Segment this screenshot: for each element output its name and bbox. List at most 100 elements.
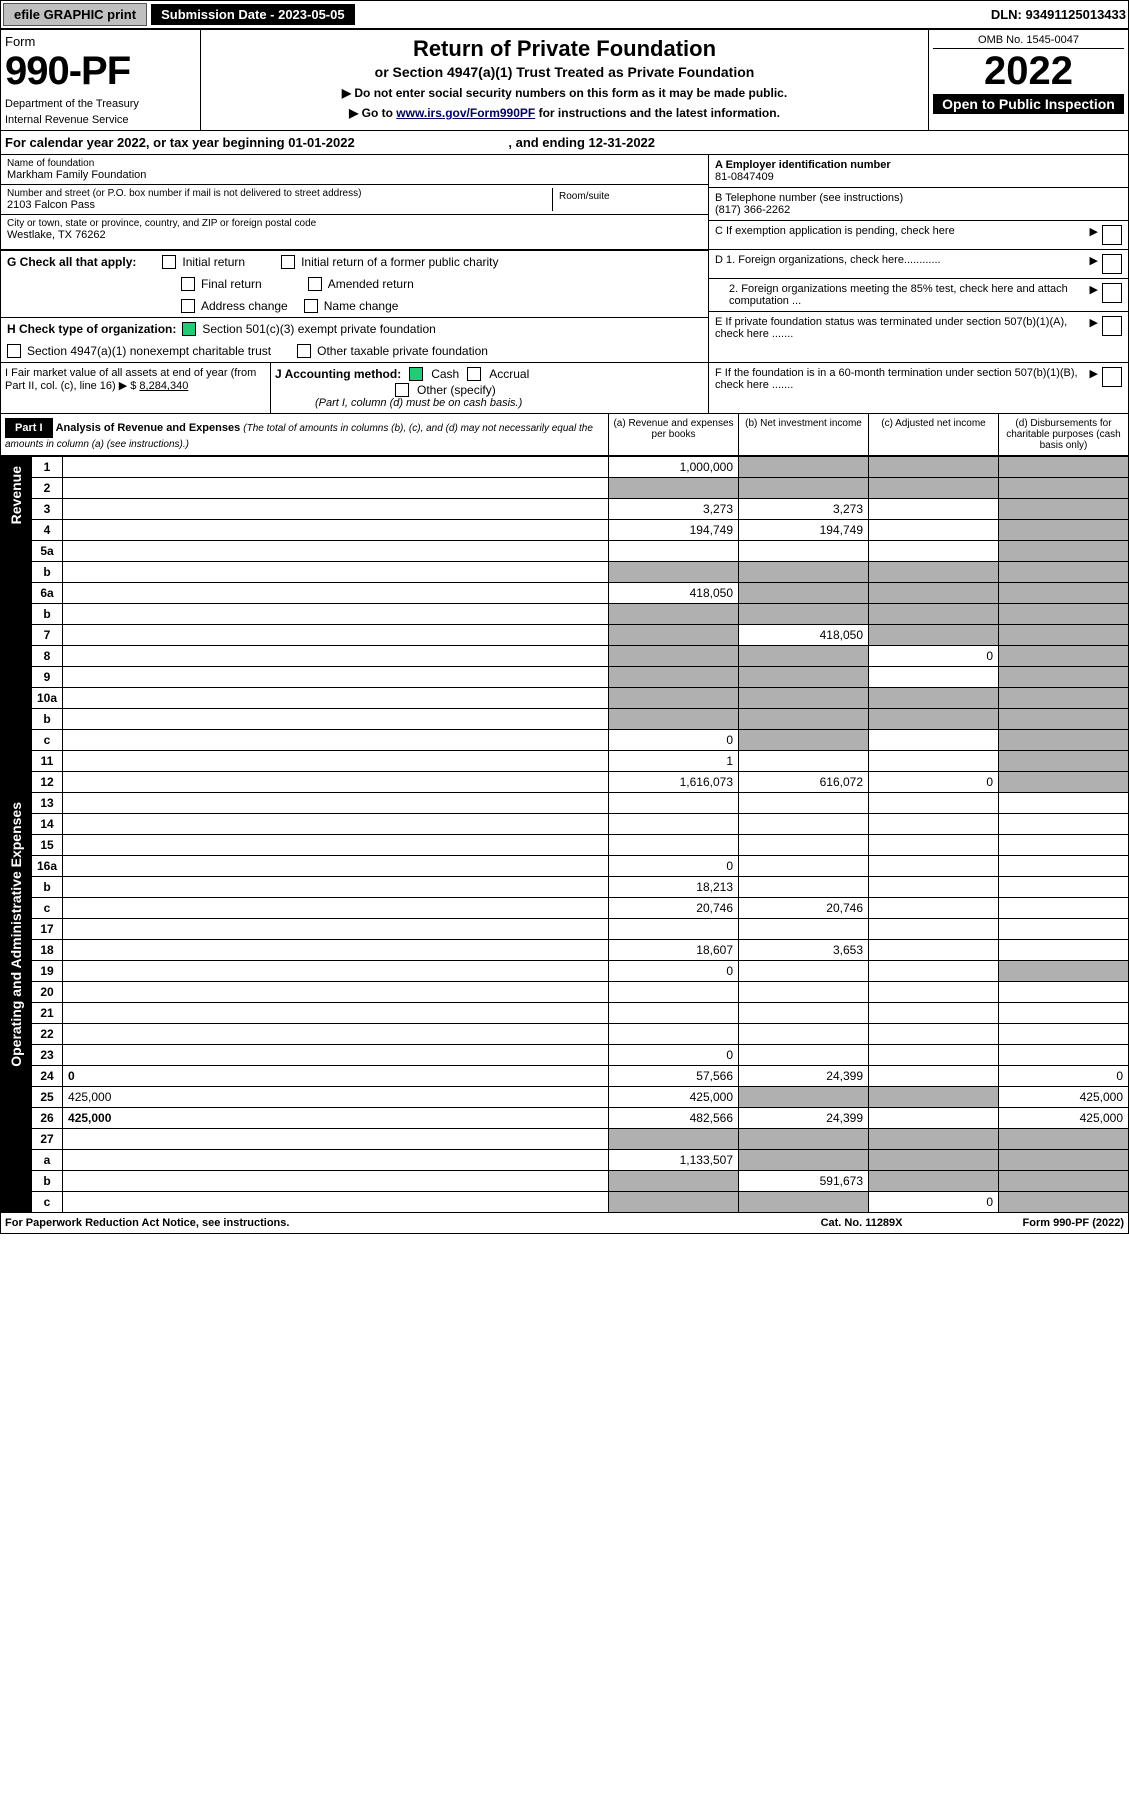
cash-checkbox[interactable] bbox=[409, 367, 423, 381]
d2-checkbox[interactable] bbox=[1102, 283, 1122, 303]
d1-checkbox[interactable] bbox=[1102, 254, 1122, 274]
cell-d bbox=[999, 583, 1129, 604]
namechg-checkbox[interactable] bbox=[304, 299, 318, 313]
cell-a: 1,616,073 bbox=[609, 772, 739, 793]
cell-a bbox=[609, 667, 739, 688]
e-checkbox[interactable] bbox=[1102, 316, 1122, 336]
cell-d bbox=[999, 1003, 1129, 1024]
cell-a: 194,749 bbox=[609, 520, 739, 541]
accrual-checkbox[interactable] bbox=[467, 367, 481, 381]
cell-c bbox=[869, 751, 999, 772]
table-row: a1,133,507 bbox=[1, 1150, 1129, 1171]
cell-a: 18,607 bbox=[609, 940, 739, 961]
row-desc bbox=[63, 1150, 609, 1171]
row-num: 15 bbox=[32, 835, 63, 856]
i-j-grid: I Fair market value of all assets at end… bbox=[0, 363, 1129, 414]
4947-checkbox[interactable] bbox=[7, 344, 21, 358]
row-num: 23 bbox=[32, 1045, 63, 1066]
cell-c bbox=[869, 583, 999, 604]
row-num: 3 bbox=[32, 499, 63, 520]
cell-a: 0 bbox=[609, 1045, 739, 1066]
cell-c bbox=[869, 856, 999, 877]
cell-b: 20,746 bbox=[739, 898, 869, 919]
row-desc bbox=[63, 688, 609, 709]
cell-c bbox=[869, 604, 999, 625]
cell-c: 0 bbox=[869, 1192, 999, 1213]
cell-b bbox=[739, 1192, 869, 1213]
irs-link[interactable]: www.irs.gov/Form990PF bbox=[396, 106, 535, 120]
cell-d bbox=[999, 667, 1129, 688]
col-b-header: (b) Net investment income bbox=[738, 414, 868, 455]
othertax-checkbox[interactable] bbox=[297, 344, 311, 358]
row-desc: 0 bbox=[63, 1066, 609, 1087]
cell-a: 425,000 bbox=[609, 1087, 739, 1108]
row-desc bbox=[63, 772, 609, 793]
cell-b bbox=[739, 1129, 869, 1150]
row-num: b bbox=[32, 709, 63, 730]
row-desc bbox=[63, 814, 609, 835]
cell-b bbox=[739, 541, 869, 562]
initial-checkbox[interactable] bbox=[162, 255, 176, 269]
cell-d bbox=[999, 856, 1129, 877]
cell-a bbox=[609, 835, 739, 856]
table-row: 24057,56624,3990 bbox=[1, 1066, 1129, 1087]
final-checkbox[interactable] bbox=[181, 277, 195, 291]
row-desc bbox=[63, 1192, 609, 1213]
cell-c bbox=[869, 919, 999, 940]
cell-c bbox=[869, 562, 999, 583]
initial-former-checkbox[interactable] bbox=[281, 255, 295, 269]
foundation-name: Markham Family Foundation bbox=[7, 169, 702, 181]
cell-d bbox=[999, 562, 1129, 583]
cell-c bbox=[869, 1150, 999, 1171]
cell-c bbox=[869, 835, 999, 856]
row-num: 20 bbox=[32, 982, 63, 1003]
row-num: 9 bbox=[32, 667, 63, 688]
table-row: 14 bbox=[1, 814, 1129, 835]
cell-c bbox=[869, 793, 999, 814]
d1-label: D 1. Foreign organizations, check here..… bbox=[715, 254, 941, 266]
cell-d bbox=[999, 1129, 1129, 1150]
cell-c bbox=[869, 688, 999, 709]
row-desc: 425,000 bbox=[63, 1108, 609, 1129]
row-num: b bbox=[32, 562, 63, 583]
cell-b bbox=[739, 835, 869, 856]
row-desc bbox=[63, 835, 609, 856]
g-label: G Check all that apply: bbox=[7, 255, 136, 269]
row-num: 4 bbox=[32, 520, 63, 541]
cell-b bbox=[739, 814, 869, 835]
table-row: 7418,050 bbox=[1, 625, 1129, 646]
cell-a bbox=[609, 814, 739, 835]
row-num: 19 bbox=[32, 961, 63, 982]
row-desc bbox=[63, 499, 609, 520]
cell-a bbox=[609, 604, 739, 625]
row-desc bbox=[63, 856, 609, 877]
row-desc bbox=[63, 646, 609, 667]
c-checkbox[interactable] bbox=[1102, 225, 1122, 245]
row-desc bbox=[63, 919, 609, 940]
f-checkbox[interactable] bbox=[1102, 367, 1122, 387]
cell-d bbox=[999, 604, 1129, 625]
table-row: 33,2733,273 bbox=[1, 499, 1129, 520]
cell-b bbox=[739, 562, 869, 583]
table-row: b bbox=[1, 562, 1129, 583]
amended-checkbox[interactable] bbox=[308, 277, 322, 291]
submission-date: Submission Date - 2023-05-05 bbox=[151, 4, 355, 25]
form-number: 990-PF bbox=[5, 49, 196, 94]
footer-mid: Cat. No. 11289X bbox=[821, 1217, 903, 1229]
footer-right: Form 990-PF (2022) bbox=[1023, 1217, 1124, 1229]
table-row: b18,213 bbox=[1, 877, 1129, 898]
cell-c bbox=[869, 898, 999, 919]
c3-checkbox[interactable] bbox=[182, 322, 196, 336]
table-row: b bbox=[1, 604, 1129, 625]
cell-b bbox=[739, 877, 869, 898]
cell-c bbox=[869, 1087, 999, 1108]
table-row: c20,74620,746 bbox=[1, 898, 1129, 919]
cell-c bbox=[869, 940, 999, 961]
cell-d bbox=[999, 877, 1129, 898]
irs-label: Internal Revenue Service bbox=[5, 114, 196, 126]
cell-a: 0 bbox=[609, 961, 739, 982]
addrchg-checkbox[interactable] bbox=[181, 299, 195, 313]
row-desc bbox=[63, 604, 609, 625]
efile-button[interactable]: efile GRAPHIC print bbox=[3, 3, 147, 26]
other-checkbox[interactable] bbox=[395, 383, 409, 397]
